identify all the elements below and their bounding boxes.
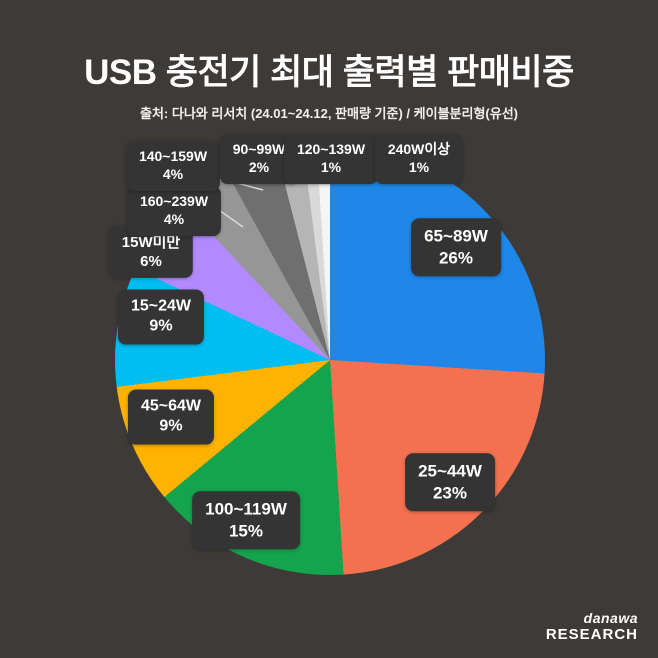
- slice-percent: 1%: [320, 159, 342, 175]
- slice-label-45-64w: 45~64W 9%: [127, 389, 215, 445]
- slice-label-240w-plus: 240W이상 1%: [374, 134, 464, 184]
- slice-label-120-139w: 120~139W 1%: [283, 134, 379, 184]
- slice-percent: 23%: [432, 483, 468, 502]
- slice-percent: 15%: [228, 521, 264, 540]
- research-logo-text: RESEARCH: [545, 626, 638, 643]
- slice-percent: 2%: [248, 159, 270, 175]
- danawa-research-logo: danawa RESEARCH: [545, 609, 638, 644]
- slice-percent: 9%: [159, 418, 183, 435]
- slice-label-15-24w: 15~24W 9%: [117, 289, 205, 345]
- slice-label-100-119w: 100~119W 15%: [192, 491, 300, 549]
- chart-title: USB 충전기 최대 출력별 판매비중: [84, 53, 574, 92]
- slice-label-65-89w: 65~89W 26%: [411, 218, 501, 276]
- slice-percent: 4%: [162, 166, 184, 182]
- slice-name: 160~239W: [139, 193, 209, 210]
- slice-name: 45~64W: [140, 397, 202, 415]
- slice-name: 15W미만: [121, 233, 181, 251]
- slice-label-25-44w: 25~44W 23%: [405, 453, 495, 511]
- slice-name: 100~119W: [205, 499, 287, 519]
- slice-name: 240W이상: [387, 141, 451, 158]
- slice-percent: 1%: [408, 159, 430, 175]
- slice-name: 90~99W: [232, 141, 286, 158]
- slice-percent: 4%: [163, 211, 185, 227]
- chart-subtitle: 출처: 다나와 리서치 (24.01~24.12, 판매량 기준) / 케이블분…: [140, 106, 518, 121]
- slice-percent: 9%: [149, 318, 173, 335]
- slice-name: 65~89W: [424, 226, 488, 246]
- slice-label-160-239w: 160~239W 4%: [126, 186, 222, 236]
- slice-name: 120~139W: [296, 141, 366, 158]
- slice-name: 15~24W: [130, 297, 192, 315]
- slice-name: 140~159W: [138, 148, 208, 165]
- slice-label-140-159w: 140~159W 4%: [125, 141, 221, 191]
- slice-percent: 6%: [140, 253, 162, 270]
- slice-name: 25~44W: [418, 461, 482, 481]
- slice-percent: 26%: [438, 248, 474, 267]
- danawa-logo-text: danawa: [583, 609, 638, 626]
